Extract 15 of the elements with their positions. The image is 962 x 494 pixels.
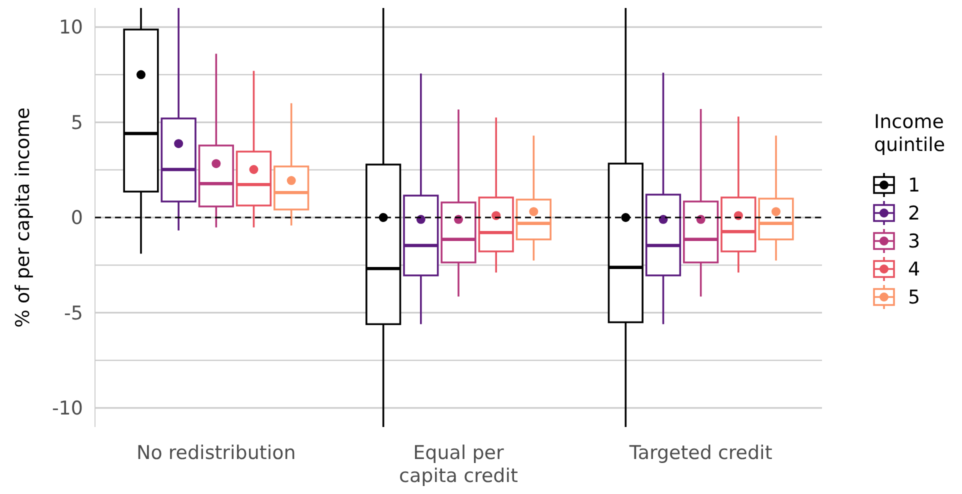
legend-label: 1: [908, 174, 920, 197]
legend-label: 2: [908, 202, 920, 225]
y-tick-label: -5: [64, 302, 83, 324]
legend-label: 5: [908, 286, 920, 309]
legend-label: 3: [908, 230, 920, 253]
x-tick-label: Equal per capita credit: [399, 442, 518, 487]
legend-label: 4: [908, 258, 920, 281]
y-tick-label: 10: [58, 16, 83, 39]
y-tick-label: 0: [70, 207, 83, 230]
legend-title: Income quintile: [874, 111, 946, 156]
y-tick-label: -10: [52, 398, 83, 420]
y-axis-title: % of per capita income: [12, 107, 34, 328]
x-tick-label: Targeted credit: [628, 442, 772, 464]
x-tick-label: No redistribution: [136, 442, 296, 464]
y-tick-label: 5: [70, 112, 83, 134]
